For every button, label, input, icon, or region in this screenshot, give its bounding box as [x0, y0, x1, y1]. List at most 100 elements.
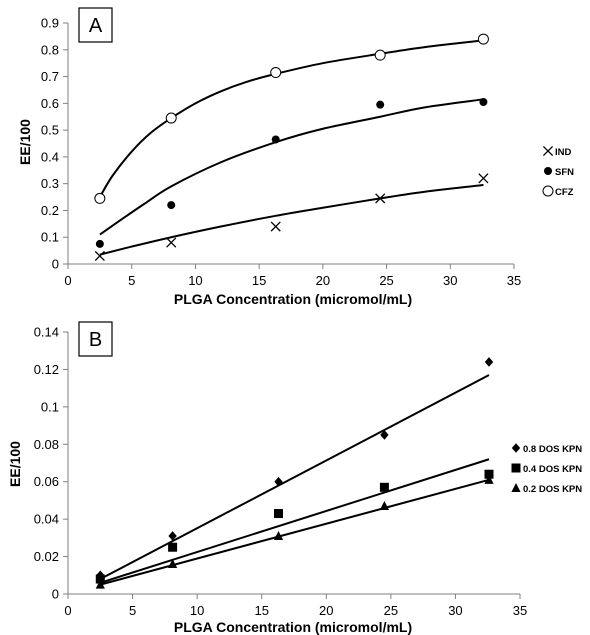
panel-a-point-ind-stroke — [166, 237, 177, 248]
panel-a-point-cfz — [165, 112, 177, 124]
panel-b-point-0-4-dos-kpn-shape — [95, 574, 105, 584]
panel-a-point-ind — [478, 173, 489, 184]
panel-b-axes: 0 0.02 0.04 0.06 0.08 0.1 0.12 0.14 0 5 10 15 20 25 30… — [34, 325, 528, 619]
legend-marker-0-8-dos-kpn — [511, 443, 521, 453]
panel-b-y-axis-label: EE/100 — [7, 441, 23, 487]
panel-a-point-cfz-shape — [374, 49, 386, 61]
panel-b-y-tick-label: 0.04 — [34, 512, 59, 527]
panel-b-y-tick-label: 0 — [52, 587, 59, 602]
panel-b-point-0-2-dos-kpn — [168, 559, 178, 569]
panel-b-point-0-8-dos-kpn-shape — [274, 476, 283, 487]
panel-b-point-0-2-dos-kpn-shape — [95, 579, 105, 589]
panel-b-y-tick-label: 0.12 — [34, 362, 59, 377]
panel-a-point-sfn — [95, 239, 104, 248]
panel-a-point-cfz — [270, 67, 282, 79]
legend-cfz: CFZ — [542, 185, 574, 198]
panel-b-x-tick-label: 20 — [319, 603, 333, 618]
panel-a-fit-line-cfz — [98, 39, 484, 198]
panel-b-point-0-8-dos-kpn — [484, 357, 494, 367]
panel-b-y-tick-label: 0.06 — [34, 474, 59, 489]
panel-a-point-cfz-shape — [94, 192, 106, 204]
legend-sfn-label: SFN — [555, 167, 574, 178]
legend-marker-0-2-dos-kpn — [511, 483, 521, 492]
panel-b-point-0-8-dos-kpn-shape — [484, 357, 494, 367]
legend-ind: IND — [542, 145, 572, 158]
legend-02-dos-kpn-marker — [511, 483, 521, 492]
panel-b-point-0-8-dos-kpn-shape — [380, 430, 389, 440]
panel-b-x-tick-label: 35 — [513, 603, 527, 618]
legend-04-dos-kpn: 0.4 DOS KPN — [511, 463, 582, 475]
panel-b-label-box — [78, 321, 113, 357]
legend-08-dos-kpn-marker — [511, 443, 521, 453]
panel-b-fit-lines — [99, 374, 490, 586]
panel-a-axes: 0 0.1 0.2 0.3 0.4 0.5 0.6 0.7 0.8 0.9 0 5 10 15 20 25 30… — [41, 16, 521, 289]
panel-b-point-0-8-dos-kpn — [274, 476, 283, 487]
panel-b-point-0-4-dos-kpn — [95, 574, 105, 584]
legend-ind-marker — [542, 145, 554, 157]
panel-a-point-sfn — [167, 201, 176, 210]
legend-cfz-label: CFZ — [555, 187, 574, 198]
panel-b-points — [95, 357, 494, 589]
legend-marker-0-4-dos-kpn-shape — [511, 463, 521, 473]
legend-sfn-marker — [544, 167, 552, 175]
panel-a-y-tick-label: 0.1 — [41, 230, 59, 245]
panel-a-x-tick-label: 20 — [316, 273, 330, 288]
panel-b-point-0-4-dos-kpn-shape — [168, 542, 178, 552]
panel-b-x-tick-label: 25 — [384, 603, 398, 618]
panel-a-point-sfn — [479, 97, 488, 106]
panel-a-point-sfn-shape — [479, 97, 488, 106]
panel-a-point-ind — [375, 193, 386, 204]
panel-b-point-0-4-dos-kpn-shape — [379, 482, 389, 492]
panel-a-x-tick-label: 35 — [507, 273, 521, 288]
legend-sfn: SFN — [544, 167, 574, 178]
panel-a-point-cfz-shape — [270, 67, 282, 79]
panel-b-point-0-4-dos-kpn — [274, 509, 284, 519]
panel-b-y-tick-label: 0.14 — [34, 325, 59, 340]
panel-b-label: B — [89, 329, 102, 351]
panel-a-y-tick-label: 0.7 — [41, 69, 59, 84]
panel-b-point-0-4-dos-kpn — [379, 482, 389, 492]
panel-a-point-cfz-shape — [165, 112, 177, 124]
panel-b-point-0-2-dos-kpn-shape — [168, 559, 178, 569]
panel-b-point-0-4-dos-kpn — [168, 542, 178, 552]
legend-marker-ind — [542, 145, 554, 157]
panel-a-point-cfz — [94, 192, 106, 204]
panel-a-x-tick-label: 10 — [188, 273, 202, 288]
panel-b-point-0-2-dos-kpn — [484, 474, 494, 484]
panel-b-fit-line-0-4-dos-kpn — [99, 458, 490, 584]
panel-a-y-tick-label: 0.6 — [41, 96, 59, 111]
panel-b: B PLGA Concentration (micromol/mL) EE/10… — [7, 321, 582, 635]
panel-b-x-tick-label: 5 — [129, 603, 136, 618]
legend-marker-0-8-dos-kpn-shape — [511, 443, 521, 453]
legend-marker-sfn-shape — [544, 167, 552, 175]
legend-marker-0-2-dos-kpn-shape — [511, 483, 521, 492]
panel-a-point-sfn-shape — [376, 100, 385, 109]
panel-a-label-box — [78, 7, 113, 43]
panel-a-legend: IND SFN CFZ — [542, 145, 574, 198]
panel-b-point-0-2-dos-kpn-shape — [484, 474, 494, 484]
panel-b-point-0-2-dos-kpn — [95, 579, 105, 589]
panel-a-point-sfn — [376, 100, 385, 109]
panel-a-point-ind-stroke — [478, 173, 489, 184]
panel-a-point-cfz-shape — [477, 33, 489, 45]
panel-a-x-tick-label: 25 — [379, 273, 393, 288]
legend-04-dos-kpn-label: 0.4 DOS KPN — [523, 464, 582, 475]
panel-a-point-sfn — [271, 135, 280, 144]
panel-a-y-tick-label: 0.9 — [41, 16, 59, 31]
panel-a-point-ind — [166, 237, 177, 248]
panel-b-point-0-8-dos-kpn — [168, 531, 177, 541]
legend-marker-cfz-shape — [542, 185, 554, 197]
panel-b-point-0-2-dos-kpn — [379, 501, 389, 511]
panel-a: A PLGA Concentration (micromol/mL) EE/10… — [17, 7, 574, 307]
panel-b-point-0-8-dos-kpn — [380, 430, 389, 440]
panel-b-y-tick-label: 0.1 — [41, 399, 59, 414]
panel-b-x-tick-label: 10 — [190, 603, 204, 618]
legend-marker-sfn — [544, 167, 552, 175]
panel-b-x-tick-label: 30 — [448, 603, 462, 618]
panel-a-y-tick-label: 0 — [52, 257, 59, 272]
panel-b-fit-line-0-8-dos-kpn — [99, 374, 490, 580]
panel-a-y-tick-label: 0.5 — [41, 123, 59, 138]
panel-a-point-ind-stroke — [375, 193, 386, 204]
panel-a-points — [94, 33, 489, 262]
